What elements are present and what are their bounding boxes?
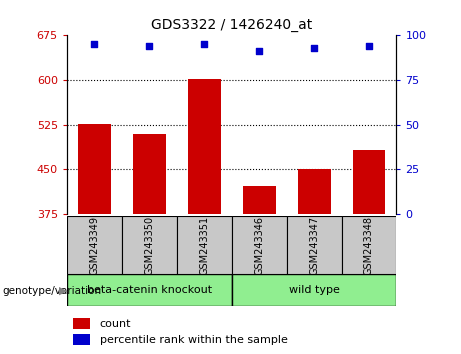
Bar bbox=[231, 274, 396, 306]
Text: GSM243347: GSM243347 bbox=[309, 216, 319, 275]
Text: beta-catenin knockout: beta-catenin knockout bbox=[87, 285, 212, 295]
Point bbox=[91, 41, 98, 47]
Bar bbox=[353, 150, 385, 214]
Bar bbox=[231, 216, 287, 274]
Text: wild type: wild type bbox=[289, 285, 339, 295]
Bar bbox=[177, 216, 231, 274]
Bar bbox=[287, 216, 342, 274]
Title: GDS3322 / 1426240_at: GDS3322 / 1426240_at bbox=[151, 18, 312, 32]
Bar bbox=[297, 169, 331, 214]
Bar bbox=[67, 216, 122, 274]
Point bbox=[146, 43, 153, 49]
Point bbox=[310, 45, 318, 51]
Bar bbox=[188, 80, 221, 214]
Bar bbox=[133, 134, 165, 214]
Text: GSM243351: GSM243351 bbox=[199, 216, 209, 275]
Text: percentile rank within the sample: percentile rank within the sample bbox=[100, 335, 288, 345]
Bar bbox=[73, 318, 90, 329]
Text: count: count bbox=[100, 319, 131, 329]
Point bbox=[365, 43, 372, 49]
Bar bbox=[78, 124, 111, 214]
Bar bbox=[342, 216, 396, 274]
Bar bbox=[122, 216, 177, 274]
Text: ▶: ▶ bbox=[59, 286, 67, 296]
Point bbox=[201, 41, 208, 47]
Text: genotype/variation: genotype/variation bbox=[2, 286, 101, 296]
Bar bbox=[67, 274, 231, 306]
Text: GSM243349: GSM243349 bbox=[89, 216, 99, 275]
Bar bbox=[73, 334, 90, 346]
Text: GSM243348: GSM243348 bbox=[364, 216, 374, 275]
Point bbox=[255, 48, 263, 54]
Text: GSM243346: GSM243346 bbox=[254, 216, 264, 275]
Text: GSM243350: GSM243350 bbox=[144, 216, 154, 275]
Bar bbox=[242, 186, 276, 214]
